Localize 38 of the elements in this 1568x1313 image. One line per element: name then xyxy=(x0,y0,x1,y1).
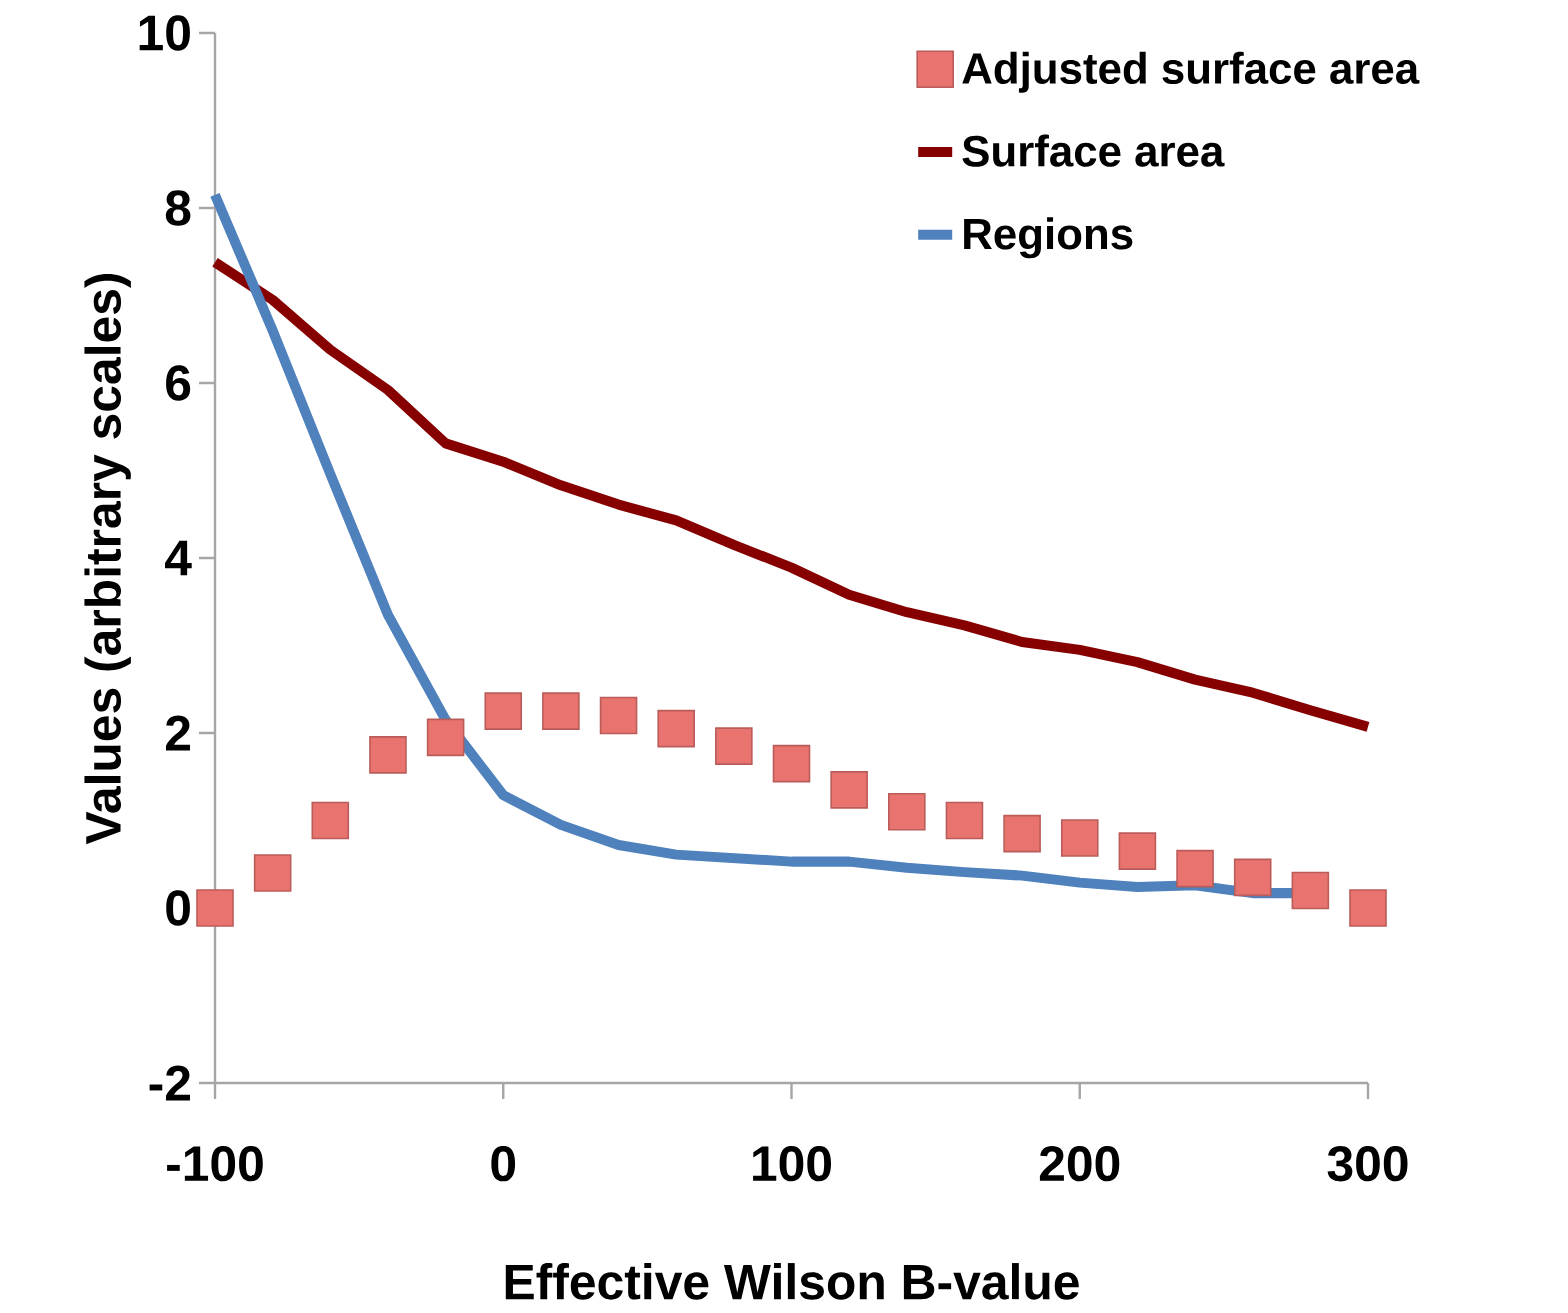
point xyxy=(599,696,638,735)
point xyxy=(253,854,292,892)
y-tick-label: 6 xyxy=(166,365,191,401)
x-tick-label: -100 xyxy=(167,1146,263,1182)
point xyxy=(426,718,465,757)
y-tick-label: 2 xyxy=(165,715,190,751)
point xyxy=(311,801,350,840)
x-tick-label: 100 xyxy=(753,1146,831,1182)
x-tick-label: 300 xyxy=(1327,1146,1408,1182)
y-tick-label: 0 xyxy=(166,890,190,926)
point xyxy=(772,744,811,783)
x-axis-title: Effective Wilson B-value xyxy=(505,1263,1079,1300)
point xyxy=(1349,889,1387,927)
point xyxy=(1003,814,1041,853)
point xyxy=(1176,849,1214,888)
x-tick-label: 0 xyxy=(491,1146,516,1182)
point xyxy=(657,709,695,748)
y-axis-title: Values (arbitrary scales) xyxy=(84,273,131,845)
point xyxy=(542,692,580,730)
point xyxy=(1291,871,1330,910)
y-tick-label: 10 xyxy=(139,15,190,51)
point xyxy=(888,792,926,831)
point xyxy=(1118,832,1157,870)
point xyxy=(196,889,234,927)
y-tick-label: 8 xyxy=(165,190,191,226)
point xyxy=(715,727,753,765)
point xyxy=(830,771,868,809)
point xyxy=(945,801,984,840)
point xyxy=(1233,858,1272,897)
legend-label: Surface area xyxy=(962,134,1225,167)
legend-label: Adjusted surface area xyxy=(962,51,1420,93)
y-tick-label: 4 xyxy=(165,540,192,576)
legend-label: Regions xyxy=(964,217,1133,259)
point xyxy=(484,692,523,730)
y-tick-label: -2 xyxy=(149,1065,190,1101)
x-tick-label: 200 xyxy=(1039,1146,1120,1182)
point xyxy=(1060,819,1099,857)
point xyxy=(369,736,407,774)
